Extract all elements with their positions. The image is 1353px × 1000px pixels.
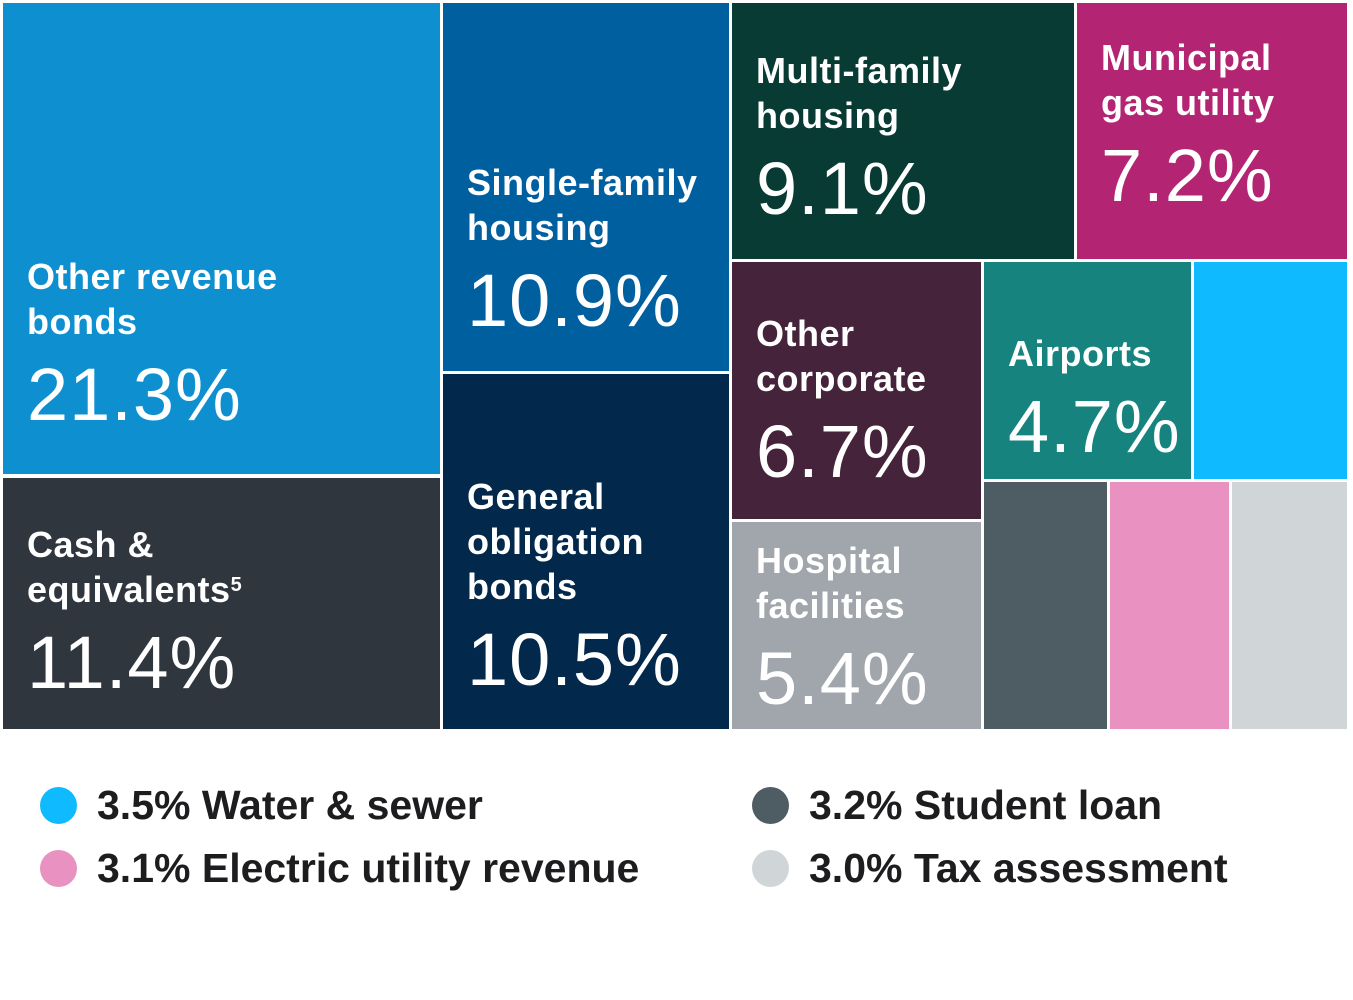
- legend-item-electric-utility-revenue: 3.1% Electric utility revenue: [40, 843, 639, 893]
- tile-value: 7.2%: [1101, 134, 1274, 217]
- tile-name: Multi-family housing: [756, 50, 963, 136]
- legend-item-water-and-sewer: 3.5% Water & sewer: [40, 780, 483, 830]
- legend-label: 3.1% Electric utility revenue: [97, 844, 640, 891]
- legend-swatch: [752, 786, 789, 824]
- tile-name: Single-family housing: [467, 162, 698, 248]
- footnote-marker: 5: [230, 574, 243, 596]
- tile-water-and-sewer: [1194, 262, 1347, 479]
- tile-label: Multi-family housing 9.1%: [756, 48, 1068, 226]
- treemap: Other revenue bonds 21.3% Cash & equivalen…: [3, 3, 1347, 729]
- tile-label: Municipal gas utility 7.2%: [1101, 35, 1341, 213]
- tile-other-revenue-bonds: Other revenue bonds 21.3%: [3, 3, 440, 474]
- tile-general-obligation-bonds: General obligation bonds 10.5%: [443, 374, 729, 729]
- tile-name: Other revenue bonds: [27, 256, 278, 342]
- legend-item-student-loan: 3.2% Student loan: [752, 780, 1162, 830]
- legend-swatch: [40, 786, 77, 824]
- tile-tax-assessment: [1232, 482, 1347, 729]
- tile-name: Airports: [1008, 333, 1153, 374]
- tile-student-loan: [984, 482, 1107, 729]
- tile-multi-family-housing: Multi-family housing 9.1%: [732, 3, 1074, 259]
- tile-single-family-housing: Single-family housing 10.9%: [443, 3, 729, 371]
- legend-label: 3.2% Student loan: [809, 781, 1163, 828]
- tile-label: Other corporate 6.7%: [756, 311, 975, 489]
- tile-value: 4.7%: [1008, 385, 1181, 468]
- tile-name: Hospital facilities: [756, 540, 906, 626]
- tile-cash-and-equivalents: Cash & equivalents5 11.4%: [3, 478, 440, 729]
- tile-label: General obligation bonds 10.5%: [467, 474, 723, 697]
- tile-electric-utility-revenue: [1110, 482, 1229, 729]
- legend-item-tax-assessment: 3.0% Tax assessment: [752, 843, 1228, 893]
- tile-name: Other corporate: [756, 313, 927, 399]
- legend-label: 3.5% Water & sewer: [97, 781, 483, 828]
- legend-label: 3.0% Tax assessment: [809, 844, 1228, 891]
- tile-label: Airports 4.7%: [1008, 331, 1185, 464]
- tile-value: 11.4%: [27, 621, 237, 704]
- tile-value: 10.5%: [467, 618, 682, 701]
- tile-value: 21.3%: [27, 353, 242, 436]
- legend-swatch: [40, 849, 77, 887]
- tile-value: 10.9%: [467, 259, 682, 342]
- tile-label: Hospital facilities 5.4%: [756, 538, 975, 716]
- legend-swatch: [752, 849, 789, 887]
- tile-label: Other revenue bonds 21.3%: [27, 254, 434, 432]
- tile-value: 5.4%: [756, 637, 929, 720]
- tile-name: Municipal gas utility: [1101, 37, 1275, 123]
- tile-label: Single-family housing 10.9%: [467, 160, 723, 338]
- tile-airports: Airports 4.7%: [984, 262, 1191, 479]
- tile-value: 6.7%: [756, 410, 929, 493]
- tile-other-corporate: Other corporate 6.7%: [732, 262, 981, 519]
- tile-name: Cash & equivalents5: [27, 524, 243, 610]
- tile-label: Cash & equivalents5 11.4%: [27, 522, 434, 700]
- tile-hospital-facilities: Hospital facilities 5.4%: [732, 522, 981, 729]
- tile-value: 9.1%: [756, 147, 929, 230]
- tile-municipal-gas-utility: Municipal gas utility 7.2%: [1077, 3, 1347, 259]
- tile-name: General obligation bonds: [467, 476, 644, 607]
